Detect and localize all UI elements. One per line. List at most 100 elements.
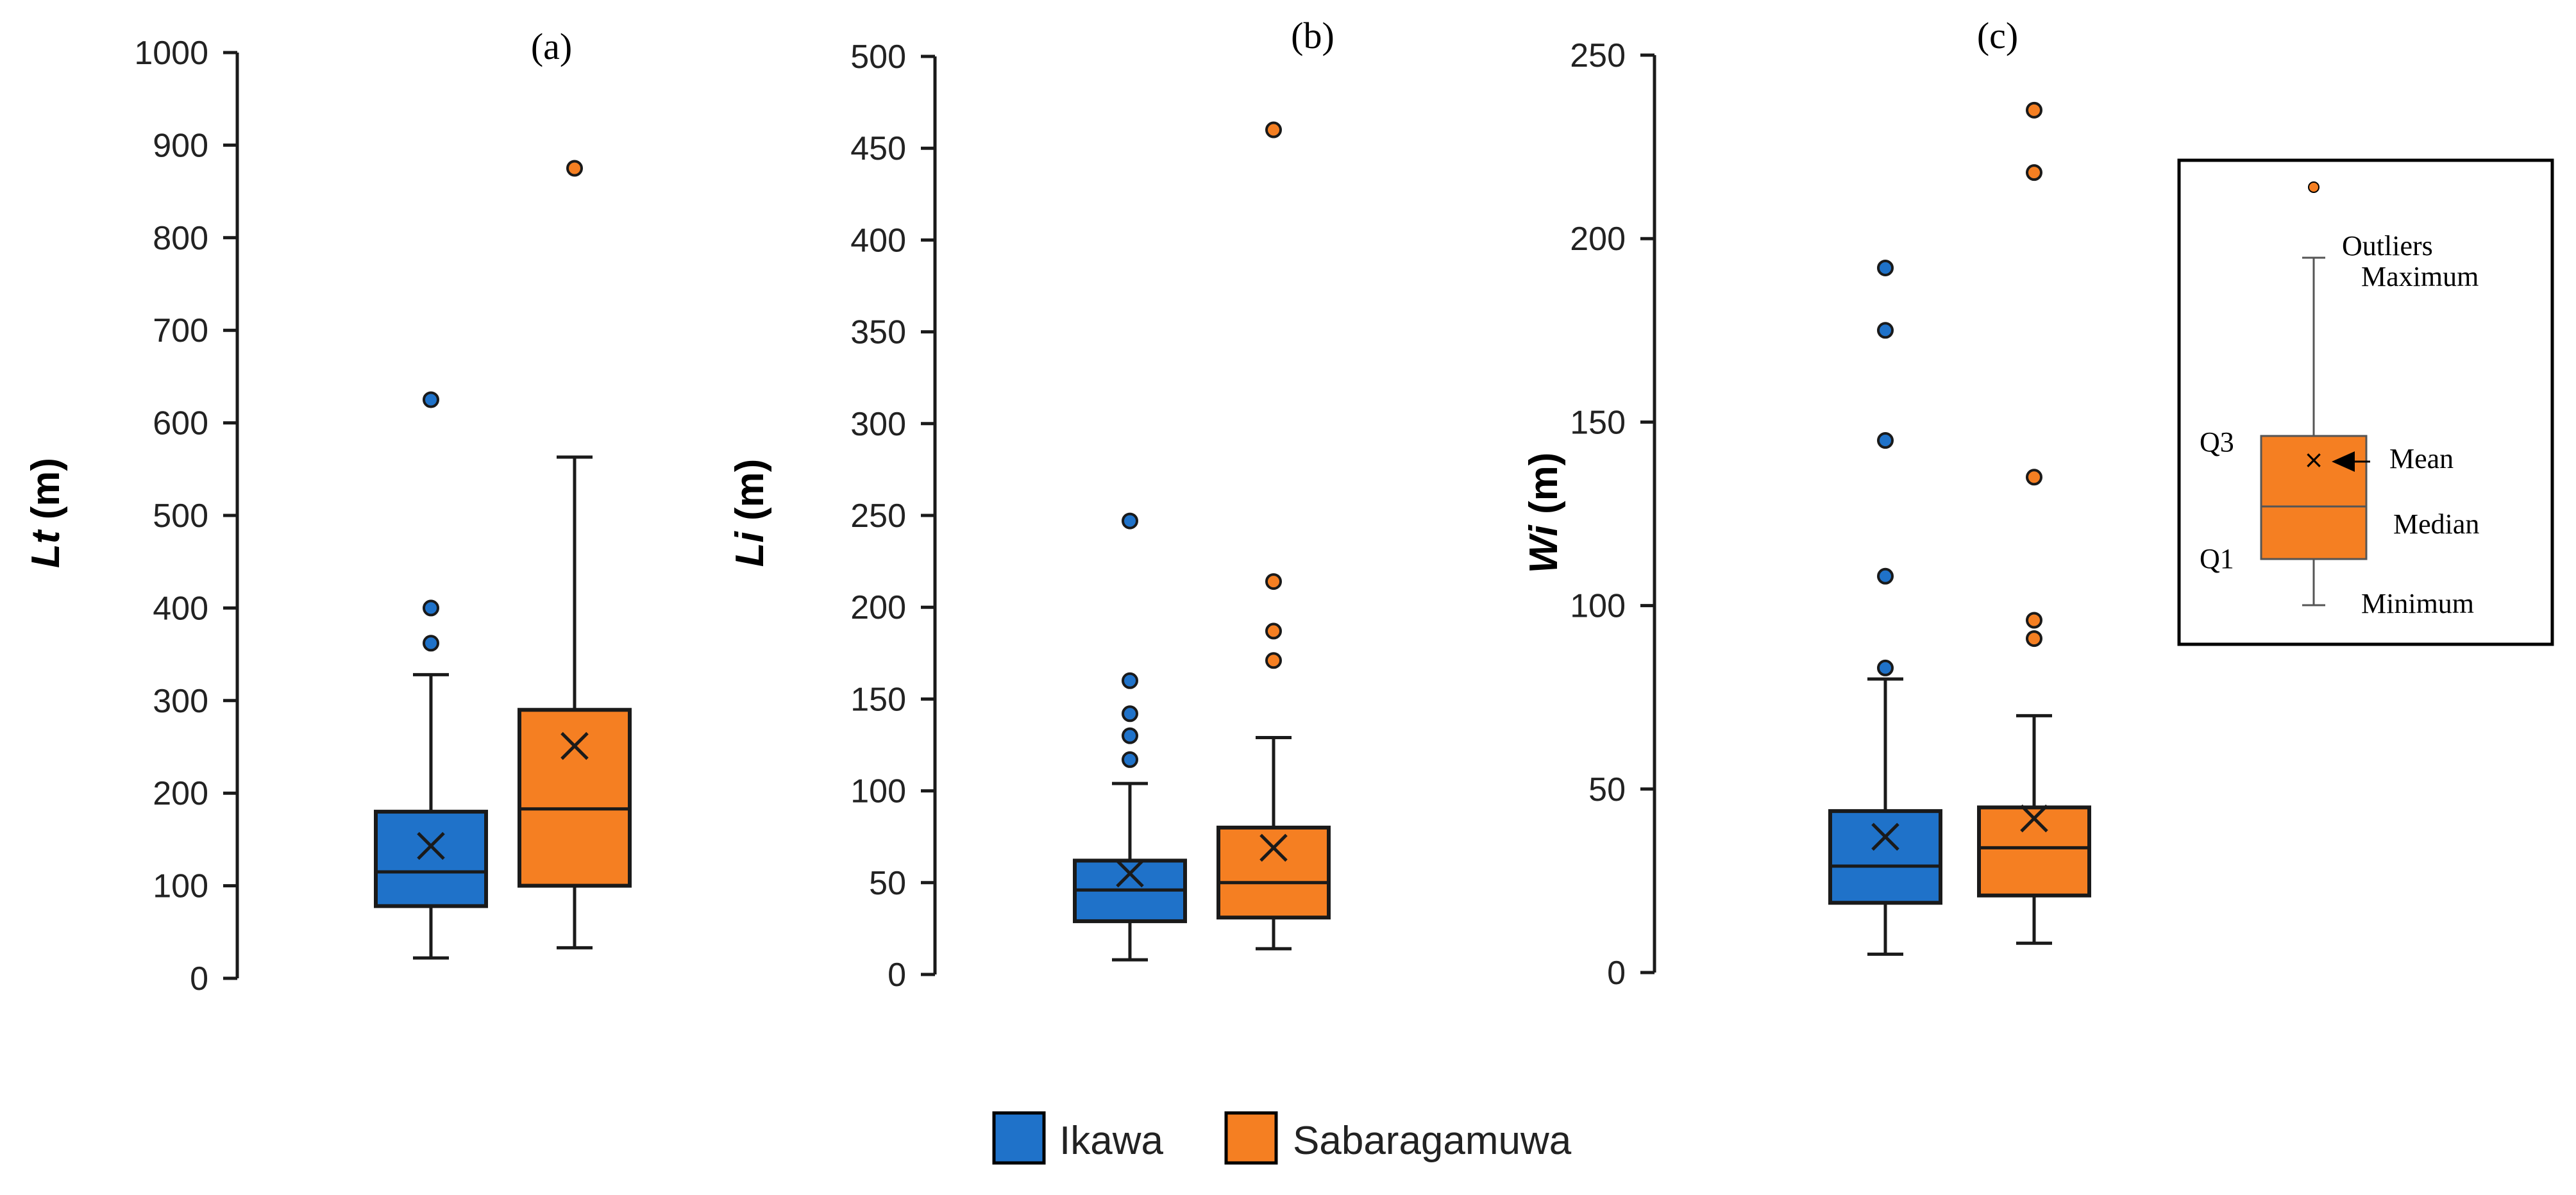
- panel-label-b: (b): [1291, 15, 1334, 56]
- y-tick-label: 200: [153, 775, 208, 812]
- legend-outlier-dot: [2308, 181, 2319, 193]
- y-tick-label: 200: [1570, 221, 1626, 258]
- y-tick-label: 600: [153, 405, 208, 442]
- y-tick-label: 150: [1570, 404, 1626, 441]
- outlier-point: [1877, 432, 1894, 449]
- outlier-point: [1122, 672, 1138, 689]
- y-tick-label: 300: [153, 683, 208, 720]
- mean-marker: [2020, 804, 2048, 833]
- y-tick-label: 150: [850, 681, 906, 718]
- y-tick-label: 250: [1570, 37, 1626, 74]
- outlier-point: [2026, 101, 2042, 119]
- y-tick-label: 100: [850, 773, 906, 810]
- box-ikawa: [374, 391, 488, 960]
- panel-c: (c) Wi (m) 0 50 100 150 200 250: [1522, 15, 2091, 992]
- box-ikawa: [1828, 259, 1942, 956]
- iqr-box: [374, 810, 488, 908]
- iqr-box: [518, 708, 632, 888]
- legend-frame: [2177, 158, 2554, 646]
- mean-marker: [1871, 823, 1899, 851]
- legend-label-median: Median: [2393, 508, 2479, 540]
- iqr-box: [1977, 805, 2091, 898]
- outlier-point: [2026, 612, 2042, 629]
- outlier-point: [1265, 652, 1282, 669]
- outlier-point: [1265, 573, 1282, 590]
- outlier-point: [1122, 512, 1138, 530]
- outlier-point: [566, 160, 583, 177]
- y-axis-unit-a: (m): [24, 458, 68, 531]
- outlier-point: [1122, 705, 1138, 723]
- panel-a: (a) Lt (m) 0 100 200 300 400 500 600 700 800 900 1…: [24, 26, 632, 998]
- outlier-point: [423, 391, 439, 408]
- y-axis-var-b: Li: [728, 531, 772, 567]
- legend-label-sabaragamuwa: Sabaragamuwa: [1293, 1119, 1572, 1163]
- y-tick-label: 100: [153, 868, 208, 905]
- legend-label-outliers: Outliers: [2342, 230, 2433, 262]
- box-sabaragamuwa: [1216, 121, 1331, 951]
- y-tick-label: 500: [850, 38, 906, 76]
- box-sabaragamuwa: [1977, 101, 2091, 945]
- mean-marker: [560, 731, 589, 760]
- outlier-point: [423, 599, 439, 617]
- y-axis-title-a: Lt (m): [24, 458, 68, 568]
- legend-swatch-ikawa: [992, 1111, 1046, 1165]
- legend-label-ikawa: Ikawa: [1059, 1119, 1163, 1163]
- series-legend: Ikawa Sabaragamuwa: [992, 1111, 1572, 1165]
- y-axis-var-a: Lt: [24, 529, 68, 568]
- y-tick-label: 0: [888, 957, 906, 994]
- outlier-point: [2026, 630, 2042, 648]
- outlier-point: [1877, 567, 1894, 585]
- y-tick-label: 100: [1570, 588, 1626, 625]
- y-tick-label: 0: [1607, 955, 1626, 992]
- y-tick-label: 0: [190, 960, 208, 998]
- y-tick-label: 450: [850, 130, 906, 167]
- box-ikawa: [1073, 512, 1187, 962]
- y-tick-label: 50: [1588, 771, 1626, 808]
- outlier-point: [1877, 659, 1894, 676]
- y-tick-label: 900: [153, 127, 208, 164]
- y-tick-label: 250: [850, 497, 906, 535]
- legend-swatch-sabaragamuwa: [1224, 1111, 1278, 1165]
- legend-label-q1: Q1: [2200, 543, 2234, 574]
- mean-marker: [417, 831, 445, 860]
- mean-marker: [1116, 859, 1144, 888]
- box-sabaragamuwa: [518, 160, 632, 949]
- y-tick-label: 200: [850, 589, 906, 626]
- outlier-point: [2026, 164, 2042, 181]
- outlier-point: [1877, 322, 1894, 339]
- y-tick-label: 1000: [134, 35, 208, 72]
- iqr-box: [1216, 825, 1331, 920]
- y-axis-title-c: Wi (m): [1522, 453, 1566, 574]
- panel-label-c: (c): [1977, 15, 2018, 56]
- legend-label-maximum: Maximum: [2361, 261, 2479, 292]
- y-tick-label: 800: [153, 220, 208, 257]
- y-axis-unit-c: (m): [1522, 453, 1566, 526]
- y-tick-label: 50: [869, 865, 906, 902]
- y-tick-label: 300: [850, 406, 906, 443]
- y-axis-title-b: Li (m): [728, 459, 772, 567]
- y-tick-label: 350: [850, 314, 906, 351]
- legend-mean-arrowhead: [2332, 451, 2355, 472]
- y-tick-label: 700: [153, 312, 208, 349]
- legend-label-mean: Mean: [2389, 443, 2454, 474]
- mean-marker: [1259, 833, 1288, 862]
- y-tick-label: 400: [850, 222, 906, 259]
- y-axis-unit-b: (m): [728, 459, 772, 532]
- outlier-point: [1122, 727, 1138, 744]
- outlier-point: [2026, 469, 2042, 486]
- outlier-point: [1877, 259, 1894, 276]
- boxplot-explanation-legend: Outliers Maximum × Q3 Mean Median Q1 Min…: [2177, 158, 2554, 646]
- y-tick-label: 400: [153, 590, 208, 627]
- outlier-point: [1265, 623, 1282, 640]
- legend-label-q3: Q3: [2200, 426, 2234, 458]
- outlier-point: [1122, 751, 1138, 768]
- legend-label-minimum: Minimum: [2361, 588, 2474, 619]
- outlier-point: [1265, 121, 1282, 138]
- outlier-point: [423, 635, 439, 652]
- iqr-box: [1828, 809, 1942, 905]
- panel-label-a: (a): [531, 26, 572, 67]
- y-tick-label: 500: [153, 497, 208, 535]
- panel-b: (b) Li (m) 0 50 100 150 200 250 300 350 400 450 50…: [728, 15, 1334, 994]
- y-axis-var-c: Wi: [1522, 524, 1566, 573]
